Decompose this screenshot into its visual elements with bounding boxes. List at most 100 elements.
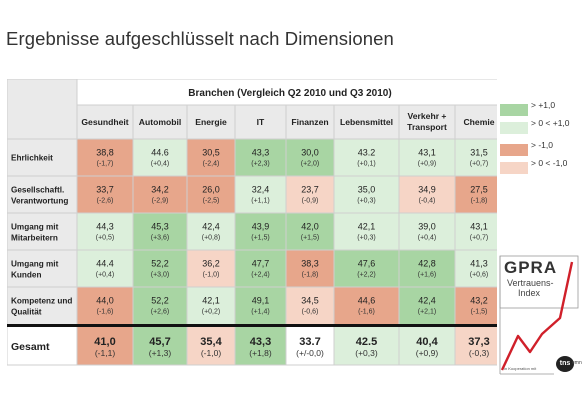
data-cell — [187, 287, 235, 324]
legend-item: > -1,0 — [500, 141, 580, 159]
data-cell — [286, 250, 334, 287]
data-cell — [455, 250, 497, 287]
data-cell — [334, 287, 399, 324]
data-cell — [334, 250, 399, 287]
row-label-1: Gesellschaftl. — [11, 186, 64, 195]
cell-value: 44.4 — [96, 259, 114, 269]
legend-swatch — [500, 122, 528, 134]
cell-value: 26,0 — [202, 185, 220, 195]
cell-value: 41,0 — [94, 336, 115, 348]
data-cell — [286, 176, 334, 213]
data-cell — [77, 327, 133, 365]
cell-change: (+0,6) — [470, 272, 488, 279]
data-cell — [334, 176, 399, 213]
emnid-label: emnid — [572, 360, 582, 366]
data-cell — [133, 139, 187, 176]
data-cell — [334, 327, 399, 365]
cell-change: (+0,5) — [96, 235, 114, 242]
row-label-cell — [7, 327, 77, 365]
cell-change: (+0,7) — [470, 161, 488, 168]
data-cell — [399, 139, 455, 176]
cell-value: 52,2 — [151, 296, 169, 306]
cell-change: (-2,4) — [203, 161, 220, 168]
cell-value: 42.5 — [356, 336, 377, 348]
cell-change: (+1,3) — [149, 348, 172, 358]
cell-value: 44,0 — [96, 296, 114, 306]
cell-value: 42,8 — [418, 259, 436, 269]
data-cell — [133, 327, 187, 365]
column-header-2: Energie — [195, 117, 227, 127]
cell-value: 42,4 — [202, 222, 220, 232]
column-header-7: Chemie — [463, 117, 494, 127]
logo-subtitle-1: Vertrauens- — [507, 278, 554, 288]
cell-value: 35,4 — [200, 336, 222, 348]
data-cell — [235, 213, 286, 250]
cell-value: 47,7 — [252, 259, 270, 269]
cell-change: (+2,4) — [251, 272, 269, 279]
cell-value: 33,7 — [96, 185, 114, 195]
column-header-5: Lebensmittel — [340, 117, 393, 127]
data-cell — [187, 327, 235, 365]
cell-value: 43.2 — [358, 148, 376, 158]
cell-change: (+3,0) — [151, 272, 169, 279]
data-cell — [399, 327, 455, 365]
cell-value: 23,7 — [301, 185, 319, 195]
cell-value: 38,3 — [301, 259, 319, 269]
cell-change: (+0,2) — [202, 309, 220, 316]
cell-value: 32,4 — [252, 185, 270, 195]
data-cell — [455, 287, 497, 324]
cell-value: 39,0 — [418, 222, 436, 232]
cell-change: (+0,4) — [96, 272, 114, 279]
cell-value: 34,5 — [301, 296, 319, 306]
cell-change: (-1,8) — [302, 272, 319, 279]
legend-label: > -1,0 — [531, 140, 553, 150]
row-label-cell — [7, 139, 77, 176]
cell-change: (+/-0,0) — [296, 348, 324, 358]
data-cell — [286, 213, 334, 250]
cell-change: (+1,1) — [251, 198, 269, 205]
row-label-2-line2: Mitarbeitern — [11, 234, 58, 243]
cell-change: (+0,7) — [470, 235, 488, 242]
data-cell — [133, 287, 187, 324]
cell-value: 42,0 — [301, 222, 319, 232]
data-cell — [399, 176, 455, 213]
cell-change: (-0,4) — [419, 198, 436, 205]
cell-value: 41,3 — [470, 259, 488, 269]
data-cell — [77, 213, 133, 250]
row-label-total: Gesamt — [11, 341, 50, 353]
cell-change: (+0,8) — [202, 235, 220, 242]
cell-change: (-1,0) — [203, 272, 220, 279]
cell-change: (+0,4) — [151, 161, 169, 168]
results-table: Branchen (Vergleich Q2 2010 und Q3 2010)… — [7, 79, 497, 366]
cell-change: (-1,1) — [95, 348, 115, 358]
group-header: Branchen (Vergleich Q2 2010 und Q3 2010) — [188, 88, 391, 99]
row-label-4-line2: Qualität — [11, 308, 42, 317]
cell-value: 52,2 — [151, 259, 169, 269]
cell-change: (-1,7) — [97, 161, 114, 168]
cell-value: 42,4 — [418, 296, 436, 306]
cell-value: 45,3 — [151, 222, 169, 232]
data-cell — [77, 250, 133, 287]
row-label-cell — [7, 213, 77, 250]
data-cell — [334, 139, 399, 176]
cell-value: 38,8 — [96, 148, 114, 158]
cell-value: 27,5 — [470, 185, 488, 195]
cell-change: (+0,3) — [357, 235, 375, 242]
gpra-logo: GPRA Vertrauens- Index in Kooperation mi… — [498, 252, 582, 380]
cell-value: 36,2 — [202, 259, 220, 269]
logo-graph-icon — [499, 255, 579, 375]
data-cell — [187, 139, 235, 176]
cell-change: (-0,3) — [469, 348, 489, 358]
legend-label: > 0 < +1,0 — [531, 118, 570, 128]
legend-swatch — [500, 144, 528, 156]
logo-cooperation-text: in Kooperation mit — [504, 366, 537, 371]
data-cell — [133, 176, 187, 213]
column-header-1: Automobil — [139, 117, 181, 127]
column-header-3: IT — [257, 117, 265, 127]
data-cell — [455, 176, 497, 213]
cell-change: (+0,3) — [355, 348, 378, 358]
cell-change: (+1,5) — [301, 235, 319, 242]
cell-value: 37,3 — [468, 336, 489, 348]
cell-change: (+0,1) — [357, 161, 375, 168]
cell-value: 31,5 — [470, 148, 488, 158]
